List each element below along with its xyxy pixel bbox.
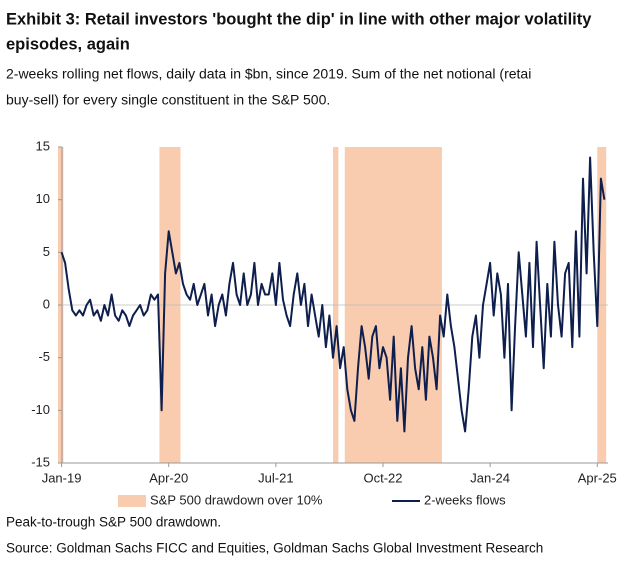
x-tick-label: Oct-22 xyxy=(363,470,402,485)
y-tick-label: 0 xyxy=(43,296,50,311)
y-tick-label: -5 xyxy=(38,349,50,364)
source: Source: Goldman Sachs FICC and Equities,… xyxy=(6,541,543,556)
y-tick-label: 10 xyxy=(36,191,50,206)
chart-title: Exhibit 3: Retail investors 'bought the … xyxy=(6,10,592,28)
legend-label: S&P 500 drawdown over 10% xyxy=(150,492,323,507)
subtitle: 2-weeks rolling net flows, daily data in… xyxy=(6,66,531,82)
legend-label: 2-weeks flows xyxy=(424,492,506,507)
x-tick-label: Jan-24 xyxy=(470,470,510,485)
flow-line xyxy=(60,156,606,433)
y-tick-label: 5 xyxy=(43,244,50,259)
x-tick-label: Apr-20 xyxy=(149,470,188,485)
x-tick-label: Apr-25 xyxy=(578,470,617,485)
x-tick-label: Jan-19 xyxy=(42,470,82,485)
subtitle: buy-sell) for every single constituent i… xyxy=(6,92,330,108)
y-tick-label: 15 xyxy=(36,138,50,153)
legend-swatch xyxy=(118,495,146,507)
x-tick-label: Jul-21 xyxy=(258,470,293,485)
y-tick-label: -10 xyxy=(31,402,50,417)
chart-title: episodes, again xyxy=(6,35,130,53)
y-tick-label: -15 xyxy=(31,454,50,469)
footnote: Peak-to-trough S&P 500 drawdown. xyxy=(6,515,221,530)
